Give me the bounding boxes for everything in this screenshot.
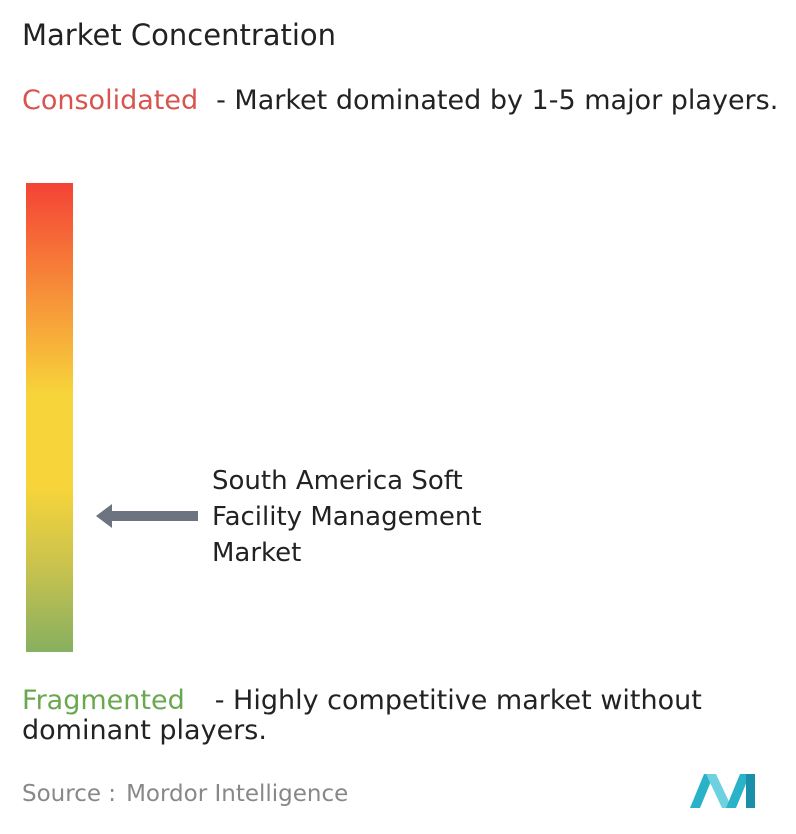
- fragmented-row: Fragmented - Highly competitive market wi…: [22, 686, 792, 746]
- logo-part: [706, 774, 732, 808]
- gradient-bar: [26, 183, 73, 652]
- fragmented-description: - Highly competitive market without domi…: [22, 685, 702, 746]
- source: Source : Mordor Intelligence: [22, 781, 348, 807]
- logo-part: [690, 774, 714, 808]
- source-prefix: Source :: [22, 781, 117, 807]
- logo-part: [746, 774, 755, 808]
- logo: [690, 774, 755, 808]
- consolidated-row: Consolidated - Market dominated by 1-5 ma…: [22, 86, 792, 116]
- arrow: [96, 504, 198, 528]
- consolidated-description: - Market dominated by 1-5 major players.: [216, 85, 779, 116]
- fragmented-label: Fragmented: [22, 685, 185, 716]
- title: Market Concentration: [22, 18, 337, 52]
- consolidated-label: Consolidated: [22, 85, 199, 116]
- marker-label: South America Soft Facility Management M…: [212, 466, 482, 568]
- logo-part: [726, 774, 750, 808]
- arrow-shape: [96, 504, 198, 528]
- source-name: Mordor Intelligence: [126, 781, 349, 807]
